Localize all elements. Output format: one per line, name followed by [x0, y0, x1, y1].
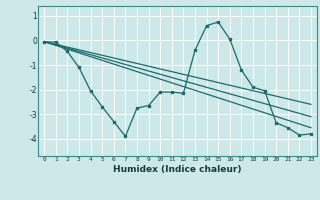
X-axis label: Humidex (Indice chaleur): Humidex (Indice chaleur)	[113, 165, 242, 174]
